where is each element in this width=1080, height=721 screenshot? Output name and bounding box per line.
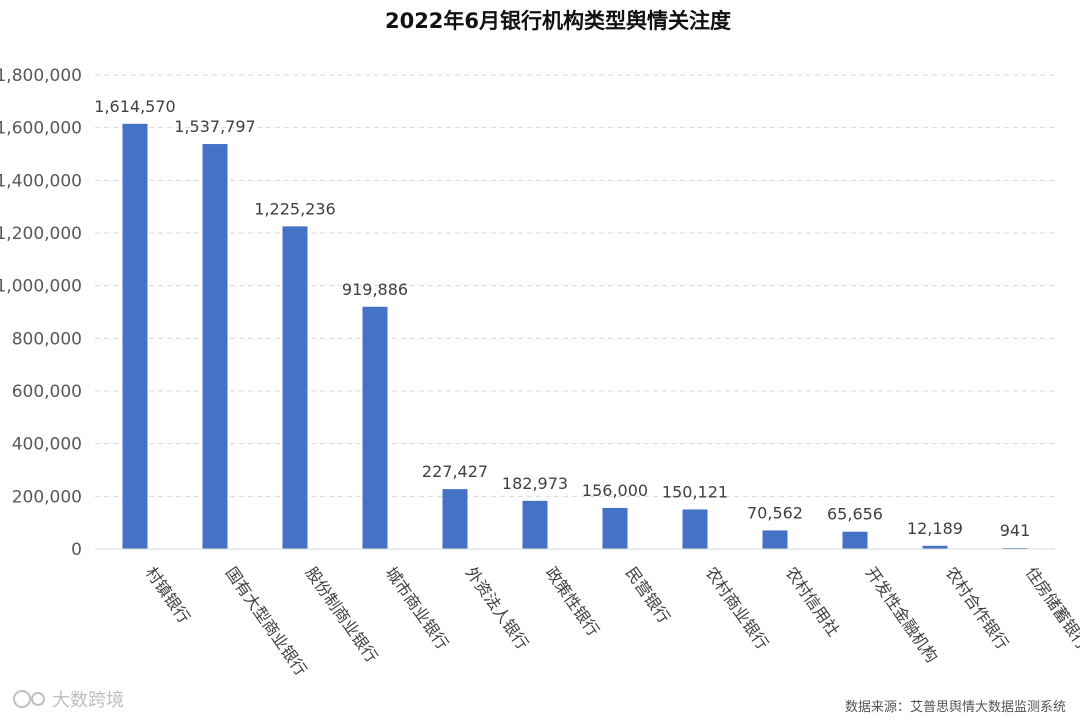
data-label: 941 [1000,521,1031,540]
x-tick-label: 住房储蓄银行 [1022,563,1080,653]
y-tick-label: 1,400,000 [0,171,82,191]
x-tick-label: 政策性银行 [542,563,603,639]
data-label: 150,121 [662,482,728,501]
data-label: 227,427 [422,462,488,481]
bar [762,530,788,549]
y-tick-label: 400,000 [12,435,82,455]
x-tick-label: 农村合作银行 [942,563,1013,653]
bar [442,489,468,549]
data-label: 1,537,797 [174,117,255,136]
bar [602,507,628,549]
data-label: 182,973 [502,474,568,493]
chart-title: 2022年6月银行机构类型舆情关注度 [385,9,731,33]
x-tick-label: 股份制商业银行 [302,563,382,666]
bar [362,306,388,549]
brand-logo: 大数跨境 [13,690,124,711]
bars [122,123,1028,550]
brand-name: 大数跨境 [52,690,124,711]
y-tick-label: 1,600,000 [0,119,82,139]
y-tick-label: 200,000 [12,487,82,507]
y-tick-label: 600,000 [12,382,82,402]
bar [202,144,228,549]
bar [842,531,868,549]
y-tick-label: 1,800,000 [0,66,82,86]
data-label: 12,189 [907,519,963,538]
gridlines [95,74,1055,497]
x-tick-label: 城市商业银行 [382,563,453,653]
source-note: 数据来源：艾普思舆情大数据监测系统 [845,700,1066,715]
data-label: 65,656 [827,505,883,524]
y-axis: 0 200,000 400,000 600,000 800,000 1,000,000 1,… [0,66,82,560]
bar [522,500,548,549]
x-tick-label: 开发性金融机构 [862,563,942,666]
brand-logo-icon [13,690,31,708]
bar [122,123,148,550]
bar [282,226,308,549]
data-label: 1,225,236 [254,199,335,218]
y-tick-label: 1,200,000 [0,224,82,244]
x-tick-label: 国有大型商业银行 [222,563,311,679]
data-label: 70,562 [747,503,803,522]
x-tick-label: 外资法人银行 [462,563,533,653]
brand-logo-icon-small [31,692,45,706]
data-label: 156,000 [582,481,648,500]
x-tick-label: 农村商业银行 [702,563,773,653]
data-label: 919,886 [342,280,408,299]
y-tick-label: 1,000,000 [0,277,82,297]
x-tick-label: 村镇银行 [142,563,194,626]
x-tick-label: 农村信用社 [782,563,843,639]
bar [922,545,948,549]
bar [682,509,708,549]
x-tick-label: 民营银行 [622,563,674,626]
data-label: 1,614,570 [94,97,175,116]
y-tick-label: 800,000 [12,329,82,349]
y-tick-label: 0 [71,540,82,560]
